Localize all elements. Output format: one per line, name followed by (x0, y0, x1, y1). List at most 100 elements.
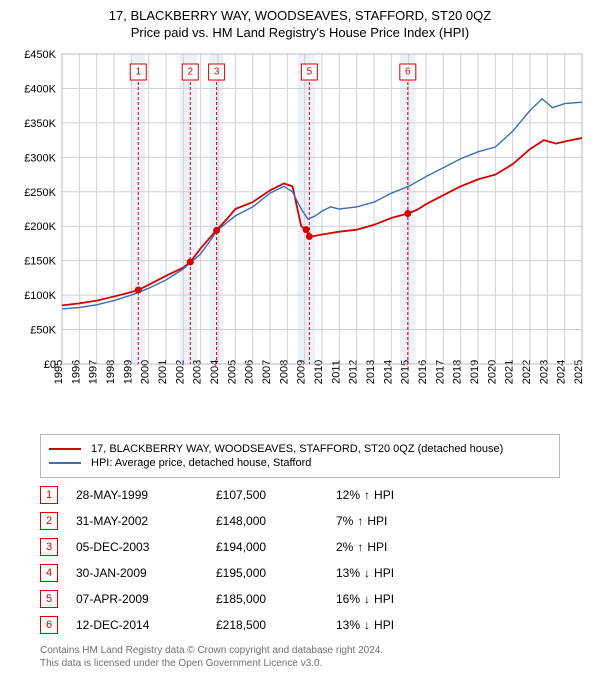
y-tick-label: £300K (24, 152, 56, 164)
x-tick-label: 2017 (434, 360, 446, 384)
x-tick-label: 2021 (504, 360, 516, 384)
legend-item: HPI: Average price, detached house, Staf… (49, 457, 551, 469)
x-tick-label: 2012 (348, 360, 360, 384)
x-tick-label: 1996 (70, 360, 82, 384)
x-tick-label: 1999 (122, 360, 134, 384)
chart-marker-number: 3 (214, 67, 220, 78)
footer-line-2: This data is licensed under the Open Gov… (40, 657, 590, 670)
arrow-up-icon: ↑ (357, 540, 363, 554)
transaction-hpi: 16%↓HPI (336, 592, 476, 606)
chart-area: £0£50K£100K£150K£200K£250K£300K£350K£400… (10, 46, 590, 426)
transaction-date: 30-JAN-2009 (76, 566, 216, 580)
x-tick-label: 2025 (573, 360, 585, 384)
x-tick-label: 2022 (521, 360, 533, 384)
transaction-hpi: 7% ↑ HPI (336, 514, 476, 528)
legend-label: 17, BLACKBERRY WAY, WOODSEAVES, STAFFORD… (91, 443, 503, 455)
transaction-hpi-label: HPI (367, 514, 387, 528)
transaction-pct: 13% (336, 618, 360, 632)
transaction-price: £148,000 (216, 514, 336, 528)
transaction-hpi-label: HPI (367, 540, 387, 554)
transaction-marker-box: 2 (40, 512, 58, 530)
y-tick-label: £350K (24, 118, 56, 130)
transaction-pct: 2% (336, 540, 353, 554)
legend-swatch (49, 448, 81, 450)
transaction-hpi-label: HPI (374, 488, 394, 502)
shaded-band (180, 54, 197, 364)
x-tick-label: 2016 (417, 360, 429, 384)
chart-marker-number: 2 (187, 67, 193, 78)
x-tick-label: 2023 (538, 360, 550, 384)
transaction-price: £194,000 (216, 540, 336, 554)
legend-swatch (49, 462, 81, 464)
arrow-down-icon: ↓ (364, 566, 370, 580)
x-tick-label: 1995 (53, 360, 65, 384)
arrow-down-icon: ↓ (364, 618, 370, 632)
legend-label: HPI: Average price, detached house, Staf… (91, 457, 311, 469)
x-tick-label: 2007 (261, 360, 273, 384)
chart-titles: 17, BLACKBERRY WAY, WOODSEAVES, STAFFORD… (10, 8, 590, 40)
transaction-date: 07-APR-2009 (76, 592, 216, 606)
transaction-pct: 16% (336, 592, 360, 606)
footer-line-1: Contains HM Land Registry data © Crown c… (40, 644, 590, 657)
y-tick-label: £400K (24, 83, 56, 95)
transaction-price: £185,000 (216, 592, 336, 606)
y-tick-label: £250K (24, 187, 56, 199)
transaction-hpi-label: HPI (374, 618, 394, 632)
legend-item: 17, BLACKBERRY WAY, WOODSEAVES, STAFFORD… (49, 443, 551, 455)
chart-title-address: 17, BLACKBERRY WAY, WOODSEAVES, STAFFORD… (10, 8, 590, 23)
x-tick-label: 2004 (209, 360, 221, 384)
transaction-marker-box: 4 (40, 564, 58, 582)
legend: 17, BLACKBERRY WAY, WOODSEAVES, STAFFORD… (40, 434, 560, 478)
x-tick-label: 2009 (296, 360, 308, 384)
y-tick-label: £450K (24, 49, 56, 61)
y-tick-label: £50K (30, 325, 56, 337)
page-container: 17, BLACKBERRY WAY, WOODSEAVES, STAFFORD… (0, 0, 600, 680)
transaction-date: 31-MAY-2002 (76, 514, 216, 528)
x-tick-label: 2014 (382, 360, 394, 384)
chart-marker-number: 5 (307, 67, 313, 78)
x-tick-label: 2019 (469, 360, 481, 384)
transaction-hpi: 2% ↑ HPI (336, 540, 476, 554)
transaction-hpi-label: HPI (374, 566, 394, 580)
x-tick-label: 2013 (365, 360, 377, 384)
x-tick-label: 2005 (226, 360, 238, 384)
transaction-marker-box: 3 (40, 538, 58, 556)
transactions-table: 128-MAY-1999£107,50012%↑HPI231-MAY-2002£… (40, 486, 560, 634)
transaction-row: 305-DEC-2003£194,0002%↑HPI (40, 538, 560, 556)
arrow-down-icon: ↓ (364, 592, 370, 606)
x-tick-label: 2001 (157, 360, 169, 384)
x-tick-label: 2015 (400, 360, 412, 384)
x-tick-label: 2018 (452, 360, 464, 384)
transaction-row: 2 31-MAY-2002£148,0007% ↑ HPI (40, 512, 560, 530)
transaction-row: 507-APR-2009£185,00016%↓HPI (40, 590, 560, 608)
transaction-pct: 7% (336, 514, 353, 528)
transaction-hpi: 13% ↓ HPI (336, 618, 476, 632)
chart-subtitle: Price paid vs. HM Land Registry's House … (10, 25, 590, 40)
x-tick-label: 2020 (486, 360, 498, 384)
chart-marker-number: 1 (135, 67, 141, 78)
chart-marker-number: 6 (405, 67, 411, 78)
transaction-price: £218,500 (216, 618, 336, 632)
transaction-pct: 13% (336, 566, 360, 580)
x-tick-label: 2003 (192, 360, 204, 384)
x-tick-label: 2010 (313, 360, 325, 384)
transaction-pct: 12% (336, 488, 360, 502)
x-tick-label: 2024 (556, 360, 568, 384)
sale-point (306, 233, 313, 240)
arrow-up-icon: ↑ (364, 488, 370, 502)
shaded-band (298, 54, 315, 364)
arrow-up-icon: ↑ (357, 514, 363, 528)
transaction-marker-box: 1 (40, 486, 58, 504)
sale-point (187, 259, 194, 266)
transaction-date: 28-MAY-1999 (76, 488, 216, 502)
footer-attribution: Contains HM Land Registry data © Crown c… (40, 644, 590, 670)
y-tick-label: £150K (24, 256, 56, 268)
transaction-row: 128-MAY-1999£107,50012%↑HPI (40, 486, 560, 504)
sale-point (135, 286, 142, 293)
sale-point (303, 226, 310, 233)
x-tick-label: 1998 (105, 360, 117, 384)
transaction-row: 612-DEC-2014£218,50013%↓HPI (40, 616, 560, 634)
transaction-date: 12-DEC-2014 (76, 618, 216, 632)
transaction-row: 430-JAN-2009£195,00013%↓HPI (40, 564, 560, 582)
transaction-marker-box: 5 (40, 590, 58, 608)
